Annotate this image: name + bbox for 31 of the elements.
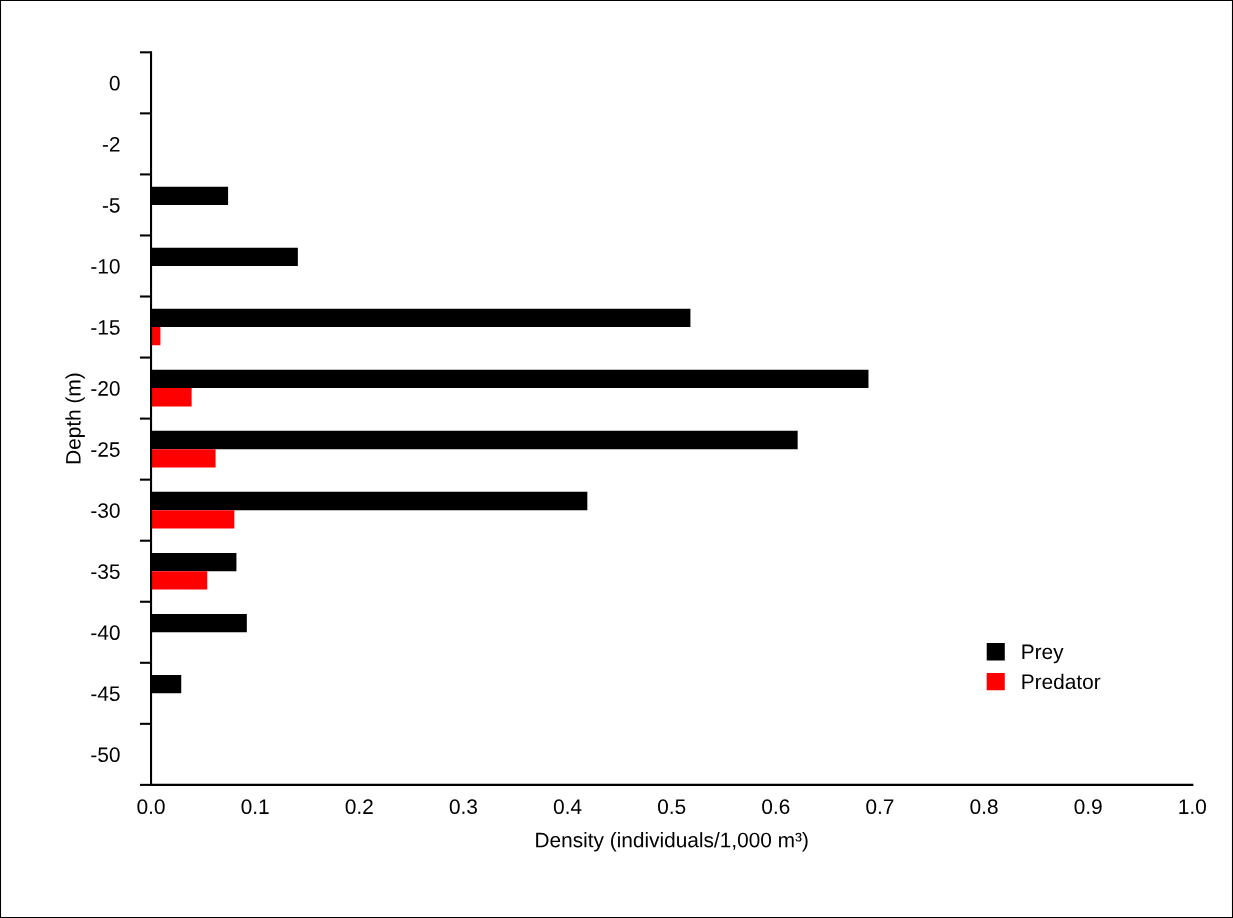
x-tick-label: 0.7	[866, 799, 894, 815]
y-tick-label: -20	[91, 381, 120, 396]
x-tick-label: 0.6	[762, 799, 790, 815]
y-tick-label: -30	[91, 503, 120, 518]
y-tick-label: -40	[91, 625, 120, 641]
x-tick-label: 0.4	[553, 799, 582, 815]
x-tick-label: 0.2	[345, 799, 373, 815]
bar	[151, 510, 235, 529]
bar	[151, 571, 208, 590]
y-tick-label: 0	[109, 75, 120, 91]
x-tick-label: 1.0	[1179, 799, 1206, 815]
y-tick-label: -10	[91, 258, 120, 274]
y-tick-label: -25	[91, 442, 120, 457]
y-tick-label: -45	[91, 686, 120, 702]
bar	[151, 449, 216, 468]
y-tick-label: -50	[91, 747, 120, 763]
bar	[151, 388, 192, 407]
legend-label: Prey	[1022, 644, 1064, 664]
x-tick-label: 0.1	[241, 799, 269, 815]
x-axis-title: Density (individuals/1,000 m³)	[536, 832, 808, 852]
y-tick-label: -15	[91, 320, 120, 335]
x-tick-label: 0.8	[970, 799, 998, 815]
legend-label: Predator	[1022, 673, 1101, 690]
x-tick-label: 0.9	[1074, 799, 1102, 815]
x-tick-label: 0.0	[137, 799, 165, 815]
x-tick-label: 0.5	[658, 799, 686, 815]
y-tick-label: -35	[91, 564, 120, 579]
x-tick-label: 0.3	[449, 799, 477, 815]
y-axis-title: Depth (m)	[65, 373, 85, 464]
y-tick-label: -5	[102, 198, 120, 213]
y-tick-label: -2	[102, 136, 120, 152]
